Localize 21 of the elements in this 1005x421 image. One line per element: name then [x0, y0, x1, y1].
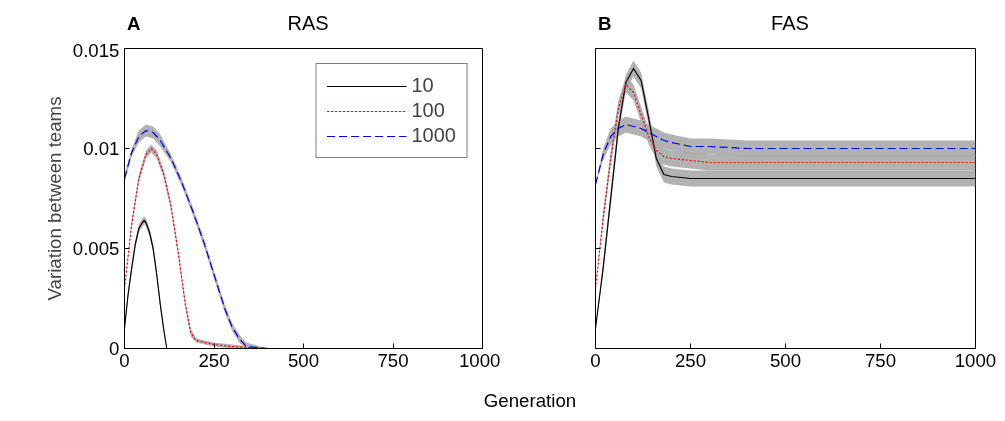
text: A	[127, 12, 141, 37]
x-tick-label: 500	[287, 349, 320, 371]
x-tick-label: 1000	[954, 349, 997, 371]
x-tick-label: 750	[864, 349, 897, 371]
x-tick-label: 750	[377, 349, 409, 371]
chart-title: RAS	[287, 12, 329, 35]
x-tick-label: 500	[769, 349, 802, 371]
legend-label: 1000	[411, 124, 456, 147]
x-tick-label: 0	[590, 349, 601, 371]
y-axis-title: Variation between teams	[43, 96, 65, 301]
x-tick-label: 250	[198, 349, 230, 371]
y-tick-label: 0.005	[72, 238, 120, 259]
x-axis-title: Generation	[483, 389, 577, 413]
y-tick-label: 0.01	[83, 138, 120, 159]
x-tick-label: 250	[674, 349, 707, 371]
text: B	[598, 12, 612, 37]
chart-title: FAS	[771, 12, 809, 35]
x-tick-label: 1000	[459, 349, 501, 371]
legend-label: 100	[411, 99, 445, 122]
y-tick-label: 0.015	[72, 39, 120, 61]
legend-label: 10	[411, 74, 434, 97]
